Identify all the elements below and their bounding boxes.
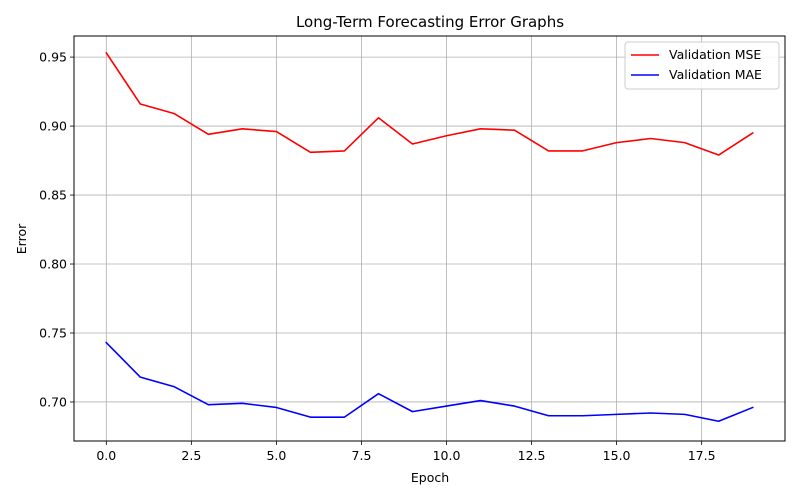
data-point-mae — [174, 386, 176, 388]
data-point-mae — [276, 407, 278, 409]
data-point-mae — [684, 414, 686, 416]
series-line-mae — [105, 341, 754, 423]
plot-frame — [73, 35, 786, 442]
y-tick-label: 0.85 — [39, 188, 67, 203]
data-point-mae — [106, 342, 108, 344]
x-tick-label: 10.0 — [433, 448, 461, 463]
data-point-mse — [446, 135, 448, 137]
x-tick-label: 2.5 — [181, 448, 201, 463]
data-point-mse — [412, 143, 414, 145]
x-tick-label: 12.5 — [518, 448, 546, 463]
data-point-mae — [344, 416, 346, 418]
data-point-mae — [140, 376, 142, 378]
y-tick-label: 0.75 — [39, 325, 67, 340]
data-point-mse — [140, 103, 142, 105]
data-point-mse — [718, 154, 720, 156]
data-point-mse — [344, 150, 346, 152]
data-point-mse — [582, 150, 584, 152]
legend-label-mae: Validation MAE — [669, 67, 762, 82]
data-point-mse — [514, 129, 516, 131]
data-point-mse — [548, 150, 550, 152]
data-point-mse — [276, 131, 278, 133]
x-tick-label: 0.0 — [96, 448, 116, 463]
data-point-mse — [752, 132, 754, 134]
grid — [74, 36, 785, 441]
y-axis-label: Error — [14, 223, 29, 254]
series-line-mse — [105, 51, 754, 156]
data-point-mae — [378, 393, 380, 395]
chart-title: Long-Term Forecasting Error Graphs — [296, 13, 564, 31]
y-tick-label: 0.70 — [39, 394, 67, 409]
legend-box — [624, 41, 780, 90]
data-point-mse — [208, 134, 210, 136]
legend-label-mse: Validation MSE — [669, 47, 761, 62]
x-tick-label: 7.5 — [352, 448, 372, 463]
data-point-mae — [616, 414, 618, 416]
data-point-mse — [616, 142, 618, 144]
x-tick-label: 15.0 — [603, 448, 631, 463]
data-point-mse — [106, 52, 108, 54]
data-point-mse — [378, 117, 380, 119]
data-point-mae — [650, 412, 652, 414]
data-point-mae — [242, 403, 244, 405]
data-point-mse — [310, 151, 312, 153]
data-point-mae — [718, 420, 720, 422]
x-tick-label: 5.0 — [266, 448, 286, 463]
series-layer — [105, 51, 754, 423]
x-axis-label: Epoch — [411, 470, 449, 485]
data-point-mse — [174, 113, 176, 115]
data-point-mae — [514, 405, 516, 407]
y-tick-label: 0.90 — [39, 119, 67, 134]
data-point-mae — [208, 404, 210, 406]
data-point-mae — [446, 405, 448, 407]
data-point-mae — [310, 416, 312, 418]
data-point-mae — [548, 415, 550, 417]
data-point-mse — [480, 128, 482, 130]
y-tick-label: 0.80 — [39, 257, 67, 272]
data-point-mae — [412, 411, 414, 413]
data-point-mse — [242, 128, 244, 130]
x-tick-label: 17.5 — [688, 448, 716, 463]
data-point-mae — [480, 400, 482, 402]
ticks: 0.0 2.5 5.0 7.5 10.0 12.5 15.0 17.5 0.70 0.75 0.80… — [39, 50, 715, 463]
y-tick-label: 0.95 — [39, 50, 67, 65]
data-point-mae — [582, 415, 584, 417]
data-point-mse — [650, 138, 652, 140]
data-point-mae — [752, 407, 754, 409]
legend: Validation MSE Validation MAE — [624, 41, 780, 90]
data-point-mse — [684, 142, 686, 144]
